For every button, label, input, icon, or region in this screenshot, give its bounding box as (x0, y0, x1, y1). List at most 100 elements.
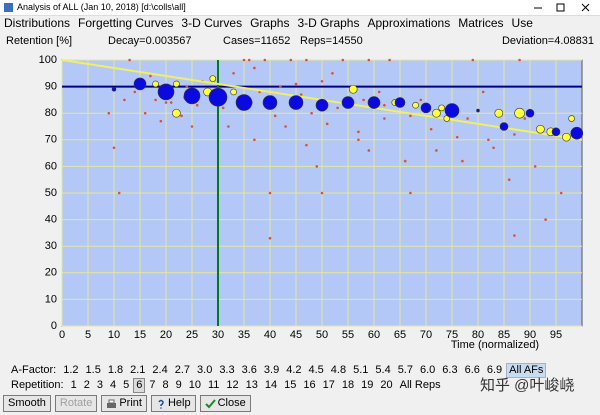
point (481, 90, 485, 94)
menu-item[interactable]: Approximations (367, 16, 451, 30)
a-factor-option[interactable]: 4.5 (305, 363, 327, 378)
a-factor-option[interactable]: 6.0 (416, 363, 439, 378)
point (263, 58, 267, 62)
a-factor-option[interactable]: 4.2 (283, 363, 305, 378)
button[interactable]: Help (150, 395, 196, 412)
button[interactable]: Close (199, 395, 251, 412)
button[interactable]: Print (101, 395, 147, 412)
repetition-option[interactable]: 1 (67, 378, 80, 393)
point (367, 96, 381, 109)
repetition-option[interactable]: 14 (261, 378, 281, 393)
point (476, 108, 480, 113)
point (357, 130, 360, 134)
a-factor-option[interactable]: 6.6 (461, 363, 483, 378)
repetition-option[interactable]: 6 (133, 378, 146, 393)
check-icon (204, 398, 216, 408)
window-controls[interactable] (530, 2, 596, 13)
point (320, 191, 324, 195)
repetition-option[interactable]: 10 (185, 378, 204, 393)
menu-item[interactable]: 3-D Graphs (297, 16, 360, 30)
window-title: Analysis of ALL (Jan 10, 2018) [d:\colls… (17, 2, 186, 12)
a-factor-option[interactable]: 1.8 (104, 363, 127, 378)
a-factor-option[interactable]: 3.9 (260, 363, 283, 378)
button[interactable]: Smooth (3, 395, 51, 412)
a-factor-option[interactable]: 3.6 (238, 363, 260, 378)
point (523, 117, 527, 120)
repetition-option[interactable]: 16 (300, 378, 319, 393)
menu-item[interactable]: Use (511, 16, 533, 30)
repetition-option[interactable]: 13 (242, 378, 261, 393)
point (164, 101, 168, 104)
a-factor-option[interactable]: 4.8 (327, 363, 350, 378)
a-factor-option[interactable]: 6.9 (483, 363, 506, 378)
a-factor-option[interactable]: 3.3 (216, 363, 238, 378)
x-tick-label: 25 (186, 329, 198, 341)
point (247, 58, 251, 62)
point (183, 87, 201, 105)
point (367, 149, 371, 152)
a-factor-option[interactable]: 6.3 (439, 363, 461, 378)
a-factor-option[interactable]: 2.4 (149, 363, 171, 378)
point (289, 58, 293, 62)
button-label: Print (119, 397, 142, 409)
point (518, 58, 521, 62)
repetition-row: Repetition: 1 2 3 4 5 6 7 8 9 10 11 12 13 14 15 16 17 18 19… (8, 378, 444, 393)
repetition-option[interactable]: 7 (146, 378, 159, 393)
repetition-option[interactable]: 15 (281, 378, 300, 393)
a-factor-option[interactable]: 3.0 (194, 363, 216, 378)
point (185, 85, 189, 88)
button-row: Smooth Rotate Print Help Close (3, 395, 251, 412)
a-factor-option[interactable]: 2.1 (127, 363, 149, 378)
point (273, 114, 277, 118)
a-factor-option[interactable]: 1.5 (82, 363, 104, 378)
a-factor-option[interactable]: 5.7 (394, 363, 416, 378)
repetition-option[interactable]: 8 (159, 378, 172, 393)
menu-bar: Distributions Forgetting Curves 3-D Curves… (4, 16, 533, 30)
point (262, 95, 278, 110)
repetition-option[interactable]: 4 (106, 378, 120, 393)
repetition-option[interactable]: 20 (377, 378, 396, 393)
point (341, 58, 345, 62)
repetition-option[interactable]: 18 (338, 378, 358, 393)
menu-item[interactable]: Distributions (4, 16, 71, 30)
menu-item[interactable]: 3-D Curves (181, 16, 243, 30)
x-tick-label: 45 (290, 329, 302, 341)
stat: Reps=14550 (300, 35, 363, 47)
point (367, 58, 371, 62)
x-tick-label: 70 (420, 329, 432, 341)
repetition-option[interactable]: 12 (223, 378, 242, 393)
repetition-option[interactable]: 3 (93, 378, 106, 393)
repetition-option[interactable]: 19 (358, 378, 377, 393)
stat: Cases=11652 (223, 35, 290, 47)
point (513, 133, 516, 136)
point (209, 75, 217, 82)
repetition-option[interactable]: 5 (120, 378, 133, 393)
menu-item[interactable]: Graphs (250, 16, 290, 30)
y-tick-label: 0 (51, 320, 57, 332)
repetition-option[interactable]: 17 (319, 378, 338, 393)
point (357, 138, 360, 142)
a-factor-all[interactable]: All AFs (506, 363, 547, 378)
a-factor-option[interactable]: 1.2 (60, 363, 82, 378)
repetition-option[interactable]: 11 (204, 378, 223, 393)
point (315, 98, 329, 112)
a-factor-option[interactable]: 5.4 (372, 363, 394, 378)
a-factor-option[interactable]: 5.1 (350, 363, 372, 378)
point (420, 102, 432, 114)
title-bar: Analysis of ALL (Jan 10, 2018) [d:\colls… (0, 0, 600, 16)
point (513, 234, 516, 237)
menu-item[interactable]: Forgetting Curves (78, 16, 174, 30)
menu-item[interactable]: Matrices (458, 16, 504, 30)
repetition-all[interactable]: All Reps (396, 378, 444, 393)
point (117, 191, 121, 195)
point (253, 66, 256, 70)
repetition-option[interactable]: 9 (172, 378, 185, 393)
button-label: Help (167, 397, 191, 409)
point (284, 125, 287, 128)
y-tick-label: 70 (45, 134, 57, 146)
x-tick-label: 35 (238, 329, 250, 341)
repetition-option[interactable]: 2 (80, 378, 93, 393)
a-factor-option[interactable]: 2.7 (171, 363, 194, 378)
x-tick-label: 95 (550, 329, 562, 341)
